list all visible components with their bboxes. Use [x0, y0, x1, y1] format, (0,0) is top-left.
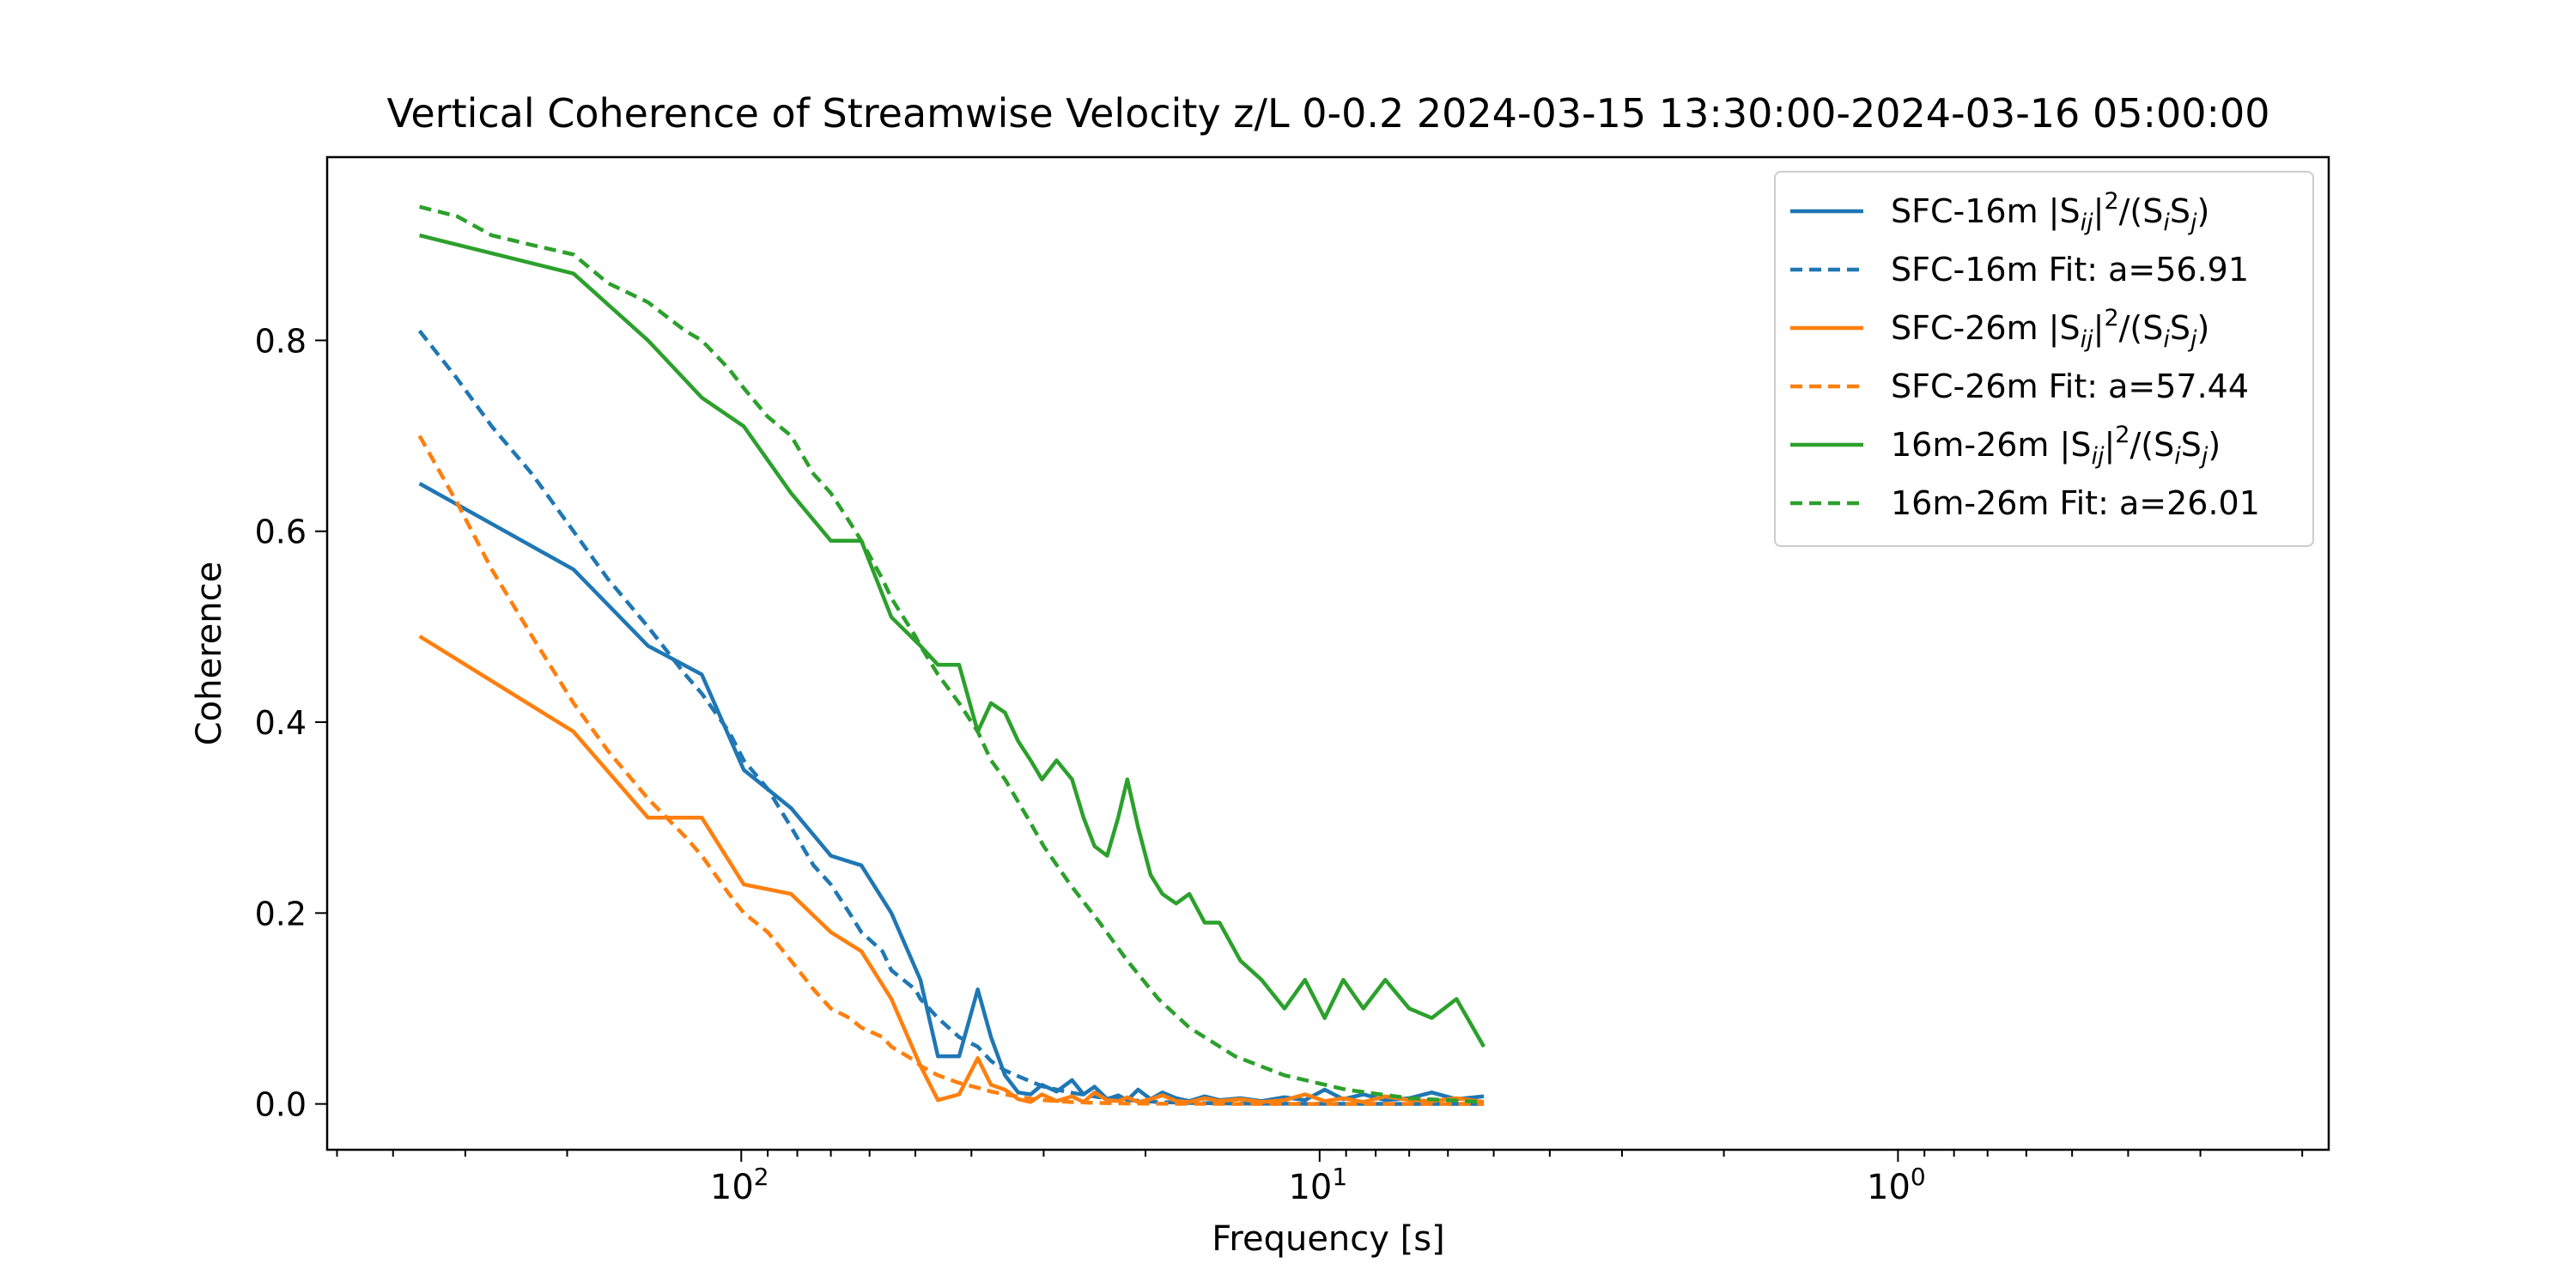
y-axis: 0.0 0.2 0.4 0.6 0.8 [255, 322, 327, 1124]
x-axis-label: Frequency [s] [1212, 1219, 1444, 1259]
x-tick-label: 100 [1867, 1163, 1926, 1207]
legend-label-5: 16m-26m Fit: a=26.01 [1891, 484, 2260, 522]
y-tick-label: 0.2 [255, 895, 307, 933]
y-axis-label: Coherence [190, 562, 229, 746]
series-line-4 [419, 233, 1486, 1048]
y-tick-label: 0.0 [255, 1086, 307, 1124]
legend: SFC-16m |Sij|2/(SiSj) SFC-16m Fit: a=56.9… [1774, 171, 2314, 547]
y-tick-label: 0.6 [255, 513, 307, 551]
x-axis: 102 101 100 [336, 1150, 2304, 1207]
legend-label-2: SFC-26m |Sij|2/(SiSj) [1891, 305, 2209, 353]
legend-label-4: 16m-26m |Sij|2/(SiSj) [1891, 422, 2221, 470]
y-tick-label: 0.4 [255, 704, 307, 742]
x-tick-label: 102 [710, 1163, 769, 1207]
legend-label-1: SFC-16m Fit: a=56.91 [1891, 251, 2249, 289]
legend-label-3: SFC-26m Fit: a=57.44 [1891, 368, 2249, 405]
plot-series [417, 204, 1486, 1106]
legend-label-0: SFC-16m |Sij|2/(SiSj) [1891, 188, 2209, 236]
series-line-0 [418, 482, 1485, 1103]
chart-title: Vertical Coherence of Streamwise Velocit… [386, 90, 2269, 137]
series-line-5 [419, 204, 1485, 1104]
series-line-2 [418, 635, 1485, 1104]
y-tick-label: 0.8 [255, 322, 307, 360]
axes-frame [325, 155, 2330, 1151]
series-line-3 [417, 434, 1485, 1106]
series-line-1 [417, 329, 1485, 1106]
x-tick-label: 101 [1288, 1163, 1347, 1207]
legend-box [1774, 171, 2314, 547]
